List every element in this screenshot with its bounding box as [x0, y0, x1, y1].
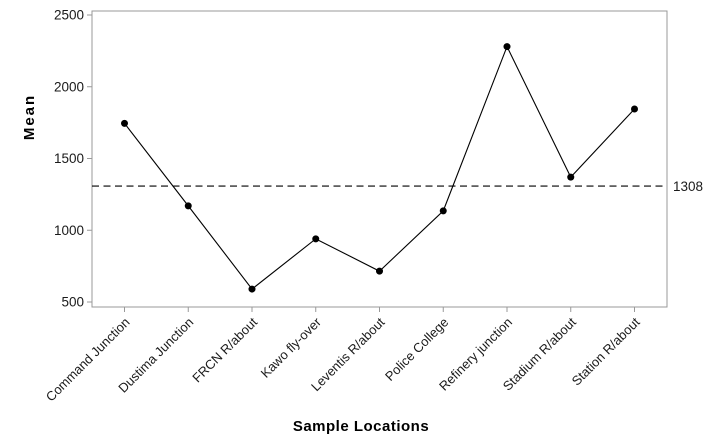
x-tick-label: Kawo fly-over	[258, 314, 325, 381]
plot-frame	[91, 10, 668, 308]
y-tick-label: 1500	[54, 151, 84, 166]
x-axis-title: Sample Locations	[293, 418, 429, 435]
y-axis-title: Mean	[21, 94, 38, 140]
data-point-marker	[376, 267, 383, 275]
data-point-marker	[184, 202, 192, 210]
x-tick-label: Command Junction	[43, 315, 133, 405]
data-point-marker	[121, 119, 128, 127]
x-tick-label: Station R/about	[569, 314, 643, 388]
x-tick-label: Police College	[382, 315, 451, 384]
data-point-marker	[312, 235, 320, 243]
reference-line-label: 1308	[673, 179, 703, 194]
y-tick-label: 2000	[54, 79, 84, 94]
y-tick-label: 2500	[54, 8, 84, 23]
y-tick-label: 1000	[54, 223, 84, 238]
data-point-marker	[503, 43, 511, 51]
data-point-marker	[631, 105, 638, 113]
data-point-marker	[567, 173, 575, 181]
x-tick-label: FRCN R/about	[189, 314, 260, 385]
data-point-marker	[248, 285, 256, 293]
data-point-marker	[439, 207, 447, 215]
y-tick-label: 500	[61, 295, 84, 310]
